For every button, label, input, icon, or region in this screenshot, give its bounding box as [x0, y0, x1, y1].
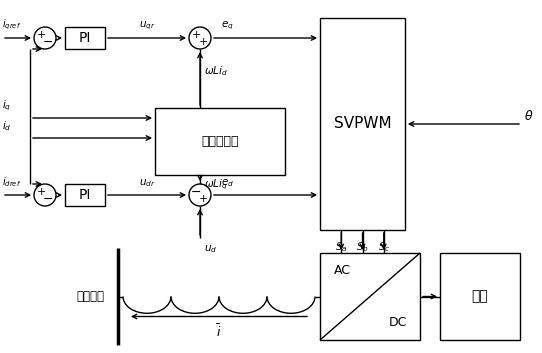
Text: 电池: 电池	[472, 289, 488, 304]
Text: $\omega Li_d$: $\omega Li_d$	[204, 64, 228, 78]
Text: $e_q$: $e_q$	[221, 20, 234, 32]
Text: $\omega Li_q$: $\omega Li_q$	[204, 178, 228, 192]
Text: $i_{dref}$: $i_{dref}$	[2, 175, 21, 189]
Text: +: +	[36, 187, 46, 197]
Text: +: +	[198, 37, 208, 47]
Bar	[65, 184, 105, 206]
Text: $u_{dr}$: $u_{dr}$	[139, 177, 155, 189]
Bar	[65, 27, 105, 49]
Text: +: +	[36, 30, 46, 40]
Text: $\bar{i}$: $\bar{i}$	[216, 323, 222, 340]
Bar	[440, 253, 520, 340]
Text: $i_{qref}$: $i_{qref}$	[2, 18, 21, 32]
Text: PI: PI	[79, 188, 91, 202]
Text: $e_d$: $e_d$	[221, 177, 234, 189]
Text: $u_{qr}$: $u_{qr}$	[139, 20, 155, 32]
Text: +: +	[198, 194, 208, 204]
Text: −: −	[43, 192, 53, 205]
Text: $S_b$: $S_b$	[356, 240, 369, 254]
Text: −: −	[43, 36, 53, 48]
Bar	[155, 108, 285, 175]
Bar	[320, 18, 405, 230]
Text: $\theta$: $\theta$	[524, 109, 533, 123]
Text: AC: AC	[333, 264, 351, 277]
Bar	[320, 253, 420, 340]
Text: 交流母线: 交流母线	[76, 290, 104, 303]
Text: $i_q$: $i_q$	[2, 98, 11, 113]
Text: +: +	[191, 30, 201, 40]
Text: DC: DC	[389, 316, 407, 329]
Text: $i_d$: $i_d$	[2, 119, 11, 133]
Text: −: −	[191, 185, 201, 198]
Text: $S_c$: $S_c$	[378, 240, 390, 254]
Text: PI: PI	[79, 31, 91, 45]
Text: $S_a$: $S_a$	[335, 240, 347, 254]
Text: 解耦项计算: 解耦项计算	[201, 135, 238, 148]
Text: SVPWM: SVPWM	[334, 116, 391, 132]
Text: $u_d$: $u_d$	[204, 243, 217, 255]
